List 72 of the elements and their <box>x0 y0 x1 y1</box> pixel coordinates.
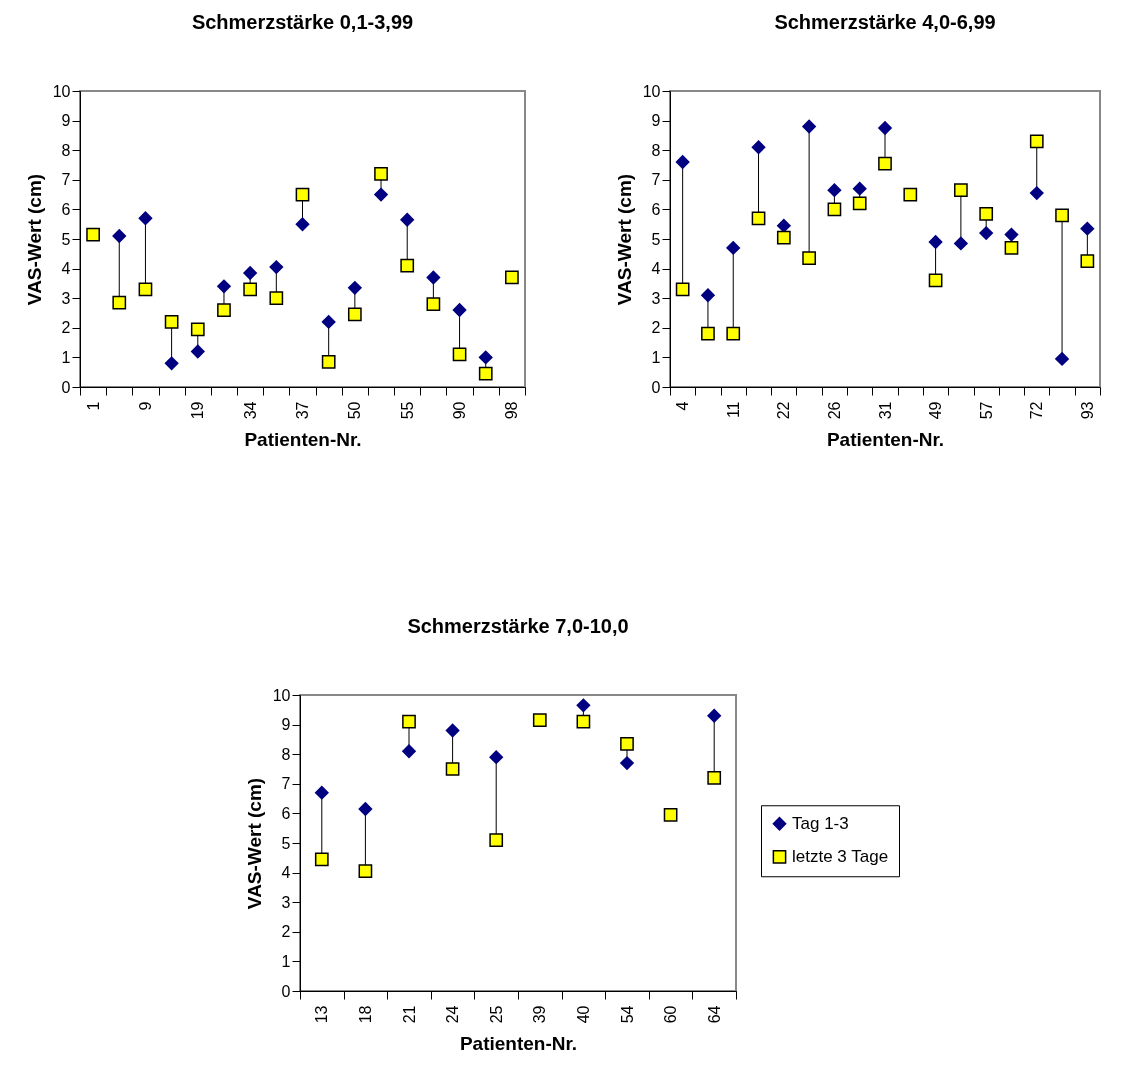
y-tick-label: 3 <box>651 289 661 307</box>
y-tick-label: 8 <box>651 141 661 159</box>
x-axis-title: Patienten-Nr. <box>826 429 945 451</box>
x-tick-label: 25 <box>487 1005 505 1024</box>
y-tick-label: 0 <box>651 378 661 396</box>
y-tick-label: 3 <box>61 289 71 307</box>
chart-title: Schmerzstärke 4,0-6,99 <box>774 11 996 33</box>
x-tick-label: 72 <box>1028 401 1046 420</box>
x-tick-label: 55 <box>398 401 416 420</box>
y-tick-label: 5 <box>61 230 71 248</box>
x-tick-label: 37 <box>294 401 311 420</box>
y-axis-title: VAS-Wert (cm) <box>23 173 45 306</box>
y-tick-label: 10 <box>272 686 291 704</box>
x-tick-label: 4 <box>674 401 692 411</box>
y-axis-title: VAS-Wert (cm) <box>243 777 265 910</box>
x-axis-title: Patienten-Nr. <box>244 429 362 451</box>
y-tick-label: 4 <box>651 260 661 278</box>
x-tick-label: 34 <box>241 401 259 420</box>
chart-title: Schmerzstärke 7,0-10,0 <box>407 615 629 637</box>
x-tick-label: 1 <box>84 401 102 411</box>
y-tick-label: 9 <box>651 112 661 130</box>
y-tick-label: 9 <box>61 112 71 130</box>
x-tick-label: 11 <box>724 401 742 419</box>
x-tick-label: 57 <box>977 401 995 420</box>
y-tick-label: 8 <box>61 141 71 159</box>
x-tick-label: 50 <box>346 401 364 420</box>
y-tick-label: 0 <box>281 982 291 1000</box>
y-tick-label: 6 <box>61 200 71 218</box>
x-tick-label: 39 <box>531 1005 549 1024</box>
y-tick-label: 1 <box>651 348 661 366</box>
y-tick-label: 6 <box>651 200 661 218</box>
y-tick-label: 7 <box>61 171 71 189</box>
y-tick-label: 2 <box>281 923 291 941</box>
x-tick-label: 31 <box>876 401 894 420</box>
x-tick-label: 13 <box>313 1005 331 1024</box>
y-tick-label: 1 <box>61 348 71 366</box>
x-tick-label: 9 <box>136 401 154 411</box>
x-tick-label: 18 <box>356 1005 374 1024</box>
y-tick-label: 4 <box>281 864 291 882</box>
x-tick-label: 49 <box>927 401 945 420</box>
x-tick-label: 98 <box>503 401 521 420</box>
x-tick-label: 19 <box>189 401 207 420</box>
chart-title: Schmerzstärke 0,1-3,99 <box>191 11 414 33</box>
y-tick-label: 5 <box>651 230 661 248</box>
y-tick-label: 10 <box>52 82 71 100</box>
y-tick-label: 1 <box>281 952 291 970</box>
y-tick-label: 7 <box>281 775 291 793</box>
y-tick-label: 4 <box>61 260 71 278</box>
x-tick-label: 90 <box>451 401 469 420</box>
x-tick-label: 26 <box>825 401 843 420</box>
y-tick-label: 6 <box>281 804 291 822</box>
legend-label: Tag 1-3 <box>792 813 849 833</box>
y-tick-label: 9 <box>281 716 291 734</box>
x-tick-label: 93 <box>1078 401 1096 420</box>
x-tick-label: 64 <box>705 1005 723 1024</box>
y-tick-label: 10 <box>642 82 661 100</box>
y-axis-title: VAS-Wert (cm) <box>613 173 635 306</box>
x-tick-label: 24 <box>444 1005 462 1024</box>
x-tick-label: 21 <box>400 1005 418 1024</box>
y-tick-label: 7 <box>651 171 661 189</box>
y-tick-label: 0 <box>61 378 71 396</box>
x-tick-label: 54 <box>618 1005 636 1024</box>
y-tick-label: 2 <box>61 319 71 337</box>
x-axis-title: Patienten-Nr. <box>459 1033 578 1055</box>
y-tick-label: 5 <box>281 834 291 852</box>
y-tick-label: 2 <box>651 319 661 337</box>
y-tick-label: 8 <box>281 745 291 763</box>
legend-label: letzte 3 Tage <box>792 846 889 866</box>
x-tick-label: 40 <box>574 1005 592 1024</box>
y-tick-label: 3 <box>281 893 291 911</box>
x-tick-label: 60 <box>662 1005 680 1024</box>
x-tick-label: 22 <box>775 401 793 420</box>
